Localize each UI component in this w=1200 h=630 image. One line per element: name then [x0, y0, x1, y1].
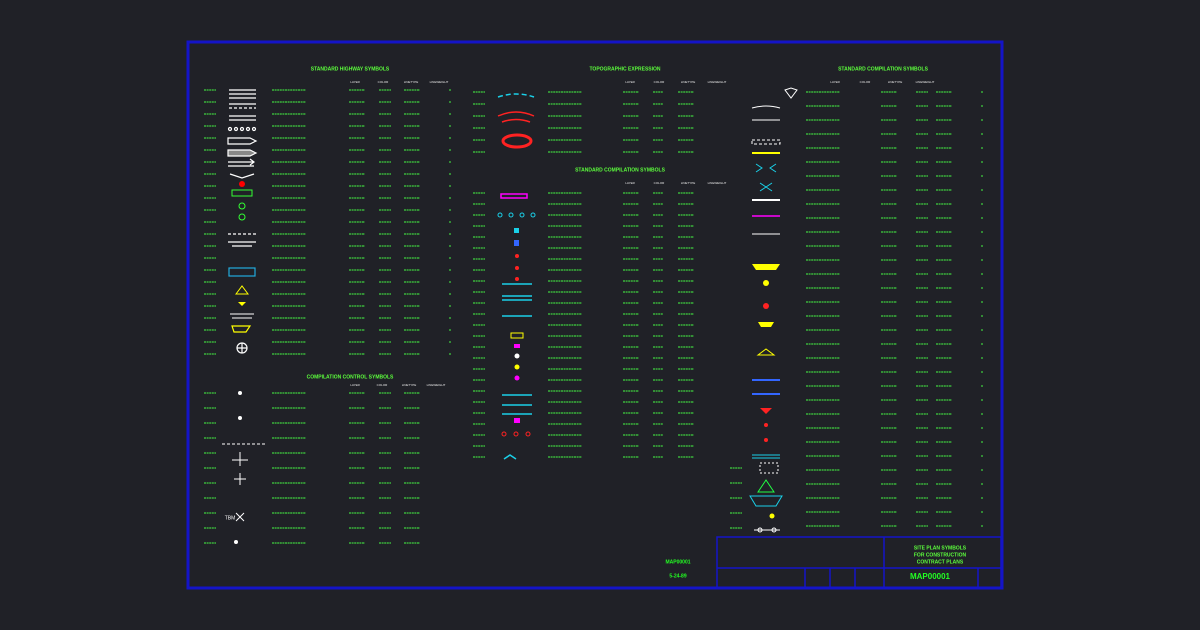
- section-title: STANDARD COMPILATION SYMBOLS: [838, 66, 928, 72]
- highway-symbols: [227, 89, 258, 354]
- column-header: LINETYPE: [888, 80, 903, 84]
- column-header: LAYER: [350, 383, 360, 387]
- column-header: LAYER: [625, 80, 635, 84]
- control-symbols: [234, 391, 242, 544]
- sheet-number: MAP00001: [665, 559, 690, 565]
- column-header: LAYER: [830, 80, 840, 84]
- symbol: [238, 202, 246, 210]
- section-title: STANDARD HIGHWAY SYMBOLS: [311, 66, 390, 72]
- column-header: COLOR: [654, 181, 666, 185]
- symbol: [231, 189, 253, 197]
- section-title: TOPOGRAPHIC EXPRESSION: [589, 66, 660, 72]
- sheet-date: 5-24-89: [669, 573, 686, 579]
- topographic-symbols: [497, 93, 535, 460]
- column-header: LAYER: [350, 80, 360, 84]
- column-header: LINETYPE: [402, 383, 417, 387]
- symbol: [239, 181, 245, 187]
- column-header: LINETYPE: [404, 80, 419, 84]
- control-symbols: [222, 443, 266, 522]
- title-line: SITE PLAN SYMBOLS: [914, 545, 967, 551]
- column-header: LINEWEIGHT: [916, 80, 935, 84]
- column-header: LINETYPE: [681, 80, 696, 84]
- title-block: [716, 536, 1002, 589]
- title-line: FOR CONSTRUCTION: [914, 552, 967, 558]
- column-header: LINETYPE: [681, 181, 696, 185]
- site-symbols: [749, 87, 798, 533]
- section-title: STANDARD COMPILATION SYMBOLS: [575, 167, 665, 173]
- title-line: CONTRACT PLANS: [917, 559, 964, 565]
- symbol: [238, 213, 246, 221]
- sheet-border: [186, 40, 1004, 590]
- column-header: LINEWEIGHT: [430, 80, 449, 84]
- column-header: COLOR: [860, 80, 872, 84]
- column-header: COLOR: [654, 80, 666, 84]
- column-header: LAYER: [625, 181, 635, 185]
- tbm-label: TBM: [225, 515, 236, 521]
- symbol: [230, 313, 254, 319]
- column-header: LINEWEIGHT: [427, 383, 446, 387]
- table-rows: [204, 89, 983, 544]
- column-header: LINEWEIGHT: [708, 181, 727, 185]
- title-number: MAP00001: [910, 572, 951, 581]
- column-headers: LAYER COLOR LINETYPE LINEWEIGHT LAYER COLOR LI…: [350, 80, 934, 387]
- column-header: LINEWEIGHT: [708, 80, 727, 84]
- compilation-symbols: [497, 212, 536, 437]
- symbol: [235, 285, 249, 295]
- section-title: COMPILATION CONTROL SYMBOLS: [307, 374, 394, 380]
- symbol: [238, 302, 246, 306]
- column-header: COLOR: [378, 80, 390, 84]
- column-header: COLOR: [377, 383, 389, 387]
